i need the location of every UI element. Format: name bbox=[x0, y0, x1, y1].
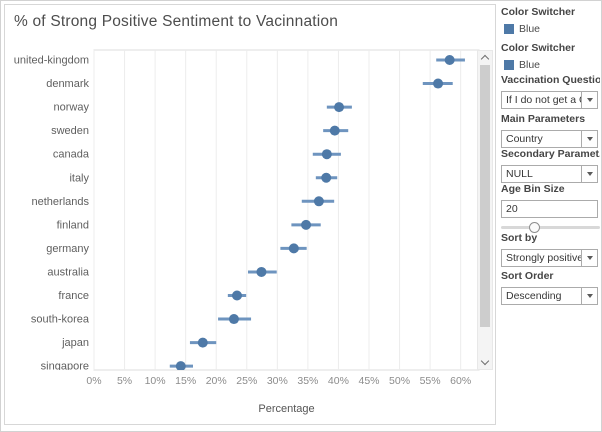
dropdown-value: If I do not get a C... bbox=[506, 94, 581, 106]
data-point[interactable] bbox=[256, 266, 267, 277]
x-tick-label: 60% bbox=[450, 375, 471, 387]
country-label: france bbox=[58, 290, 89, 302]
marks-layer: united-kingdom denmark norway sweden canada i… bbox=[14, 55, 465, 373]
legend-title: Color Switcher bbox=[501, 6, 576, 18]
control-label: Main Parameters bbox=[501, 113, 586, 125]
country-label: germany bbox=[46, 243, 89, 255]
country-label: australia bbox=[47, 266, 89, 278]
control-label: Age Bin Size bbox=[501, 183, 565, 195]
data-point[interactable] bbox=[444, 55, 455, 65]
sort-by-dropdown[interactable]: Strongly positive ... bbox=[501, 249, 598, 267]
control-secondary-parameters: Secondary Paramet.. NULL bbox=[501, 148, 600, 183]
plot-area bbox=[93, 49, 480, 371]
data-point[interactable] bbox=[321, 149, 332, 160]
caret-down-icon[interactable] bbox=[581, 288, 597, 304]
legend-item-blue[interactable]: Blue bbox=[501, 23, 600, 35]
country-label: canada bbox=[53, 149, 90, 161]
x-tick-label: 30% bbox=[267, 375, 288, 387]
x-tick-label: 25% bbox=[236, 375, 257, 387]
country-label: sweden bbox=[51, 125, 89, 137]
slider-handle[interactable] bbox=[528, 222, 540, 233]
control-label: Vaccination Question bbox=[501, 74, 600, 86]
dropdown-value: Descending bbox=[506, 290, 562, 302]
x-tick-label: 40% bbox=[328, 375, 349, 387]
x-tick-label: 55% bbox=[420, 375, 441, 387]
data-point[interactable] bbox=[288, 243, 299, 254]
data-point[interactable] bbox=[334, 102, 345, 113]
chevron-up-icon bbox=[480, 54, 490, 64]
dropdown-value: NULL bbox=[506, 168, 533, 180]
age-bin-size-slider[interactable] bbox=[501, 221, 600, 233]
chevron-down-icon bbox=[480, 356, 490, 366]
control-vaccination-question: Vaccination Question If I do not get a C… bbox=[501, 74, 600, 109]
age-bin-size-input[interactable] bbox=[501, 200, 598, 218]
caret-down-icon[interactable] bbox=[581, 250, 597, 266]
data-point[interactable] bbox=[321, 172, 332, 183]
scrollbar-thumb[interactable] bbox=[480, 65, 490, 327]
chart-vertical-scrollbar[interactable] bbox=[477, 50, 493, 370]
blue-swatch-icon bbox=[504, 60, 514, 70]
x-tick-label: 50% bbox=[389, 375, 410, 387]
country-label: south-korea bbox=[31, 314, 90, 326]
country-label: norway bbox=[54, 102, 90, 114]
control-label: Secondary Paramet.. bbox=[501, 148, 600, 160]
data-point[interactable] bbox=[433, 78, 444, 89]
country-label: singapore bbox=[41, 361, 89, 373]
dropdown-value: Country bbox=[506, 133, 543, 145]
legend-color-switcher-2: Color Switcher Blue bbox=[501, 42, 600, 71]
control-label: Sort by bbox=[501, 232, 538, 244]
data-point[interactable] bbox=[197, 337, 208, 348]
x-tick-label: 45% bbox=[358, 375, 379, 387]
caret-down-icon[interactable] bbox=[581, 131, 597, 147]
parameter-sidebar: Color Switcher Blue Color Switcher Blue … bbox=[501, 1, 600, 431]
x-tick-label: 10% bbox=[145, 375, 166, 387]
x-tick-label: 20% bbox=[206, 375, 227, 387]
scroll-up-button[interactable] bbox=[478, 51, 492, 64]
data-point[interactable] bbox=[301, 219, 312, 230]
legend-color-switcher-1: Color Switcher Blue bbox=[501, 6, 600, 35]
data-point[interactable] bbox=[228, 314, 239, 325]
x-tick-label: 0% bbox=[86, 375, 101, 387]
control-age-bin-size: Age Bin Size bbox=[501, 183, 600, 233]
main-parameters-dropdown[interactable]: Country bbox=[501, 130, 598, 148]
blue-swatch-icon bbox=[504, 24, 514, 34]
control-sort-by: Sort by Strongly positive ... bbox=[501, 232, 600, 267]
chart-panel: % of Strong Positive Sentiment to Vacinn… bbox=[4, 4, 496, 425]
legend-item-blue[interactable]: Blue bbox=[501, 59, 600, 71]
data-point[interactable] bbox=[232, 290, 242, 301]
x-tick-label: 15% bbox=[175, 375, 196, 387]
legend-item-label: Blue bbox=[519, 23, 541, 35]
data-point[interactable] bbox=[329, 125, 340, 136]
country-label: united-kingdom bbox=[14, 55, 89, 67]
scroll-down-button[interactable] bbox=[478, 356, 492, 369]
dropdown-value: Strongly positive ... bbox=[506, 252, 581, 264]
legend-item-label: Blue bbox=[519, 59, 541, 71]
legend-title: Color Switcher bbox=[501, 42, 576, 54]
control-sort-order: Sort Order Descending bbox=[501, 270, 600, 305]
country-label: italy bbox=[69, 172, 89, 184]
vaccination-question-dropdown[interactable]: If I do not get a C... bbox=[501, 91, 598, 109]
country-label: denmark bbox=[46, 78, 89, 90]
sentiment-dot-plot: 0% 5% 10% 15% 20% 25% 30% 35% 40% 45% 50% 55% 60% Per… bbox=[14, 49, 480, 415]
x-tick-label: 35% bbox=[297, 375, 318, 387]
data-point[interactable] bbox=[175, 361, 186, 371]
secondary-parameters-dropdown[interactable]: NULL bbox=[501, 165, 598, 183]
caret-down-icon[interactable] bbox=[581, 92, 597, 108]
caret-down-icon[interactable] bbox=[581, 166, 597, 182]
data-point[interactable] bbox=[313, 196, 324, 207]
country-label: finland bbox=[57, 219, 89, 231]
control-label: Sort Order bbox=[501, 270, 554, 282]
control-main-parameters: Main Parameters Country bbox=[501, 113, 600, 148]
x-tick-label: 5% bbox=[117, 375, 132, 387]
x-axis-label: Percentage bbox=[258, 403, 314, 415]
slider-track bbox=[501, 226, 600, 229]
sort-order-dropdown[interactable]: Descending bbox=[501, 287, 598, 305]
chart-title: % of Strong Positive Sentiment to Vacinn… bbox=[14, 13, 339, 30]
country-label: netherlands bbox=[32, 196, 90, 208]
country-label: japan bbox=[61, 337, 89, 349]
